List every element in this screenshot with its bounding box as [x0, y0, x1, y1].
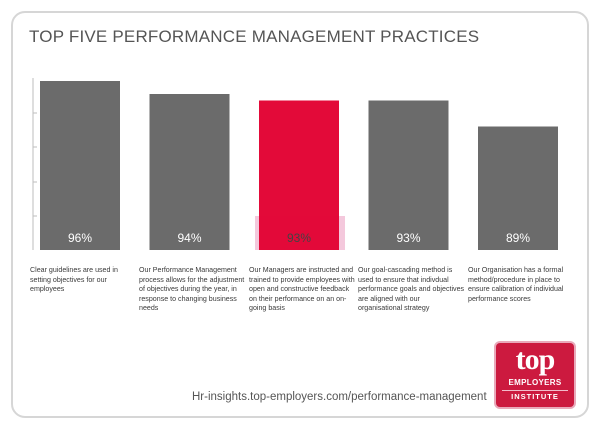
- bar-value-label: 93%: [396, 231, 420, 245]
- category-description: Clear guidelines are used in setting obj…: [30, 266, 118, 294]
- chart-title: TOP FIVE PERFORMANCE MANAGEMENT PRACTICE…: [29, 27, 480, 46]
- bar-value-label: 89%: [506, 231, 530, 245]
- bar: [368, 100, 449, 250]
- logo-line-employers: EMPLOYERS: [508, 378, 562, 387]
- source-url[interactable]: Hr-insights.top-employers.com/performanc…: [192, 391, 487, 403]
- bar: [40, 81, 120, 250]
- bar-value-label: 93%: [287, 231, 311, 245]
- top-employers-logo: top EMPLOYERS INSTITUTE: [496, 343, 574, 407]
- category-description: Our Managers are instructed and trained …: [249, 266, 355, 313]
- highlight-overlay: [259, 216, 339, 250]
- logo-word: top: [515, 343, 556, 376]
- category-description: Our Organisation has a formal method/pro…: [468, 266, 564, 303]
- bar: [149, 94, 230, 250]
- bar: [259, 100, 339, 250]
- bar-value-label: 96%: [68, 231, 92, 245]
- bar: [478, 126, 558, 250]
- logo-line-institute: INSTITUTE: [502, 390, 568, 401]
- bar-value-label: 94%: [177, 231, 201, 245]
- category-description: Our goal-cascading method is used to ens…: [358, 266, 465, 313]
- category-description: Our Performance Management process allow…: [139, 266, 245, 313]
